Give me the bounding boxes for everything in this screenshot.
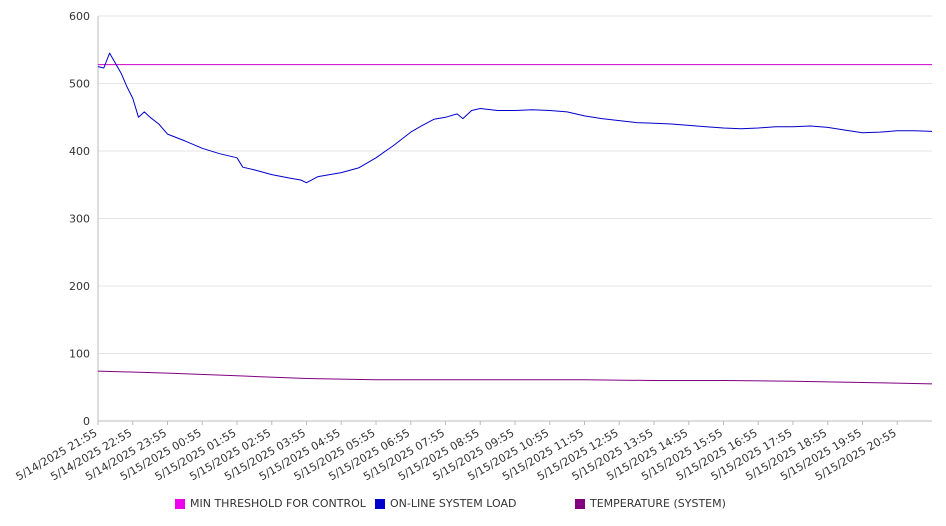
series-lines bbox=[97, 52, 933, 385]
legend-swatch-temperature bbox=[575, 498, 585, 509]
x-tick-labels: 5/14/2025 21:555/14/2025 22:555/14/2025 … bbox=[14, 421, 899, 483]
y-tick-label: 600 bbox=[69, 10, 90, 23]
legend: MIN THRESHOLD FOR CONTROL ON-LINE SYSTEM… bbox=[0, 497, 946, 515]
y-tick-label: 500 bbox=[69, 78, 90, 91]
gridlines bbox=[98, 15, 932, 354]
legend-swatch-system-load bbox=[375, 498, 385, 509]
legend-label-min-threshold: MIN THRESHOLD FOR CONTROL bbox=[190, 497, 366, 510]
legend-swatch-min-threshold bbox=[175, 498, 185, 509]
y-tick-label: 100 bbox=[69, 348, 90, 361]
y-tick-label: 200 bbox=[69, 280, 90, 293]
y-tick-label: 300 bbox=[69, 213, 90, 226]
y-tick-label: 0 bbox=[83, 415, 90, 428]
legend-item-temperature[interactable]: TEMPERATURE (SYSTEM) bbox=[575, 497, 726, 510]
y-tick-label: 400 bbox=[69, 145, 90, 158]
legend-label-system-load: ON-LINE SYSTEM LOAD bbox=[390, 497, 517, 510]
legend-item-system-load[interactable]: ON-LINE SYSTEM LOAD bbox=[375, 497, 516, 510]
legend-item-min-threshold[interactable]: MIN THRESHOLD FOR CONTROL bbox=[175, 497, 366, 510]
y-tick-labels: 0 100 200 300 400 500 600 bbox=[69, 10, 90, 428]
series-line-system-load bbox=[97, 52, 933, 184]
legend-label-temperature: TEMPERATURE (SYSTEM) bbox=[590, 497, 726, 510]
series-line-temperature bbox=[97, 370, 933, 385]
